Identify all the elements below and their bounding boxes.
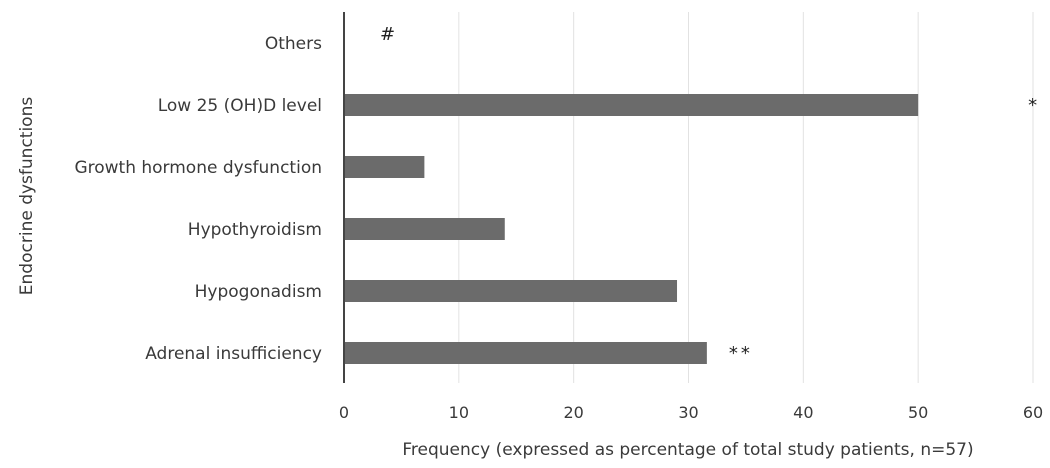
x-tick-label: 30 [678,403,698,422]
x-axis-title: Frequency (expressed as percentage of to… [402,440,973,460]
bar-annotation: # [380,24,395,45]
x-tick-label: 20 [563,403,583,422]
bar [345,94,919,116]
y-axis-title: Endocrine dysfunctions [17,97,37,296]
bar-annotation: * [1028,95,1037,116]
bar [345,218,505,240]
bars [345,94,919,364]
category-label: Others [265,34,322,54]
category-label: Hypogonadism [195,282,322,302]
category-labels: Others Low 25 (OH)D level Growth hormone d… [74,34,322,364]
x-tick-label: 10 [449,403,469,422]
x-tick-label: 60 [1023,403,1043,422]
gridlines [458,12,1034,383]
bar-annotations: #*** [380,24,1037,364]
bar [345,280,678,302]
x-tick-label: 40 [793,403,813,422]
x-tick-label: 50 [908,403,928,422]
category-label: Growth hormone dysfunction [74,158,322,178]
bar-annotation: ** [729,343,753,364]
bar [345,342,707,364]
category-label: Low 25 (OH)D level [158,96,322,116]
x-tick-label: 0 [339,403,349,422]
x-tick-labels: 0 10 20 30 40 50 60 [339,403,1043,422]
category-label: Hypothyroidism [188,220,322,240]
bar [345,156,425,178]
category-label: Adrenal insufficiency [145,344,322,364]
